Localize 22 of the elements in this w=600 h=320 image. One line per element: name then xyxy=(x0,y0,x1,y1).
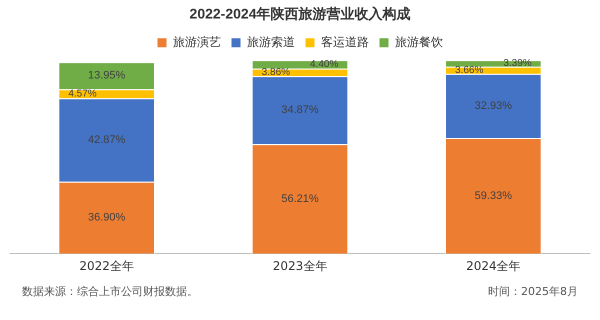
x-tick-label: 2023全年 xyxy=(272,258,328,273)
data-label: 13.95% xyxy=(88,70,126,82)
legend-label: 旅游餐饮 xyxy=(395,34,443,49)
data-label: 34.87% xyxy=(281,104,319,116)
data-label: 3.39% xyxy=(503,58,532,70)
chart-title: 2022-2024年陕西旅游营业收入构成 xyxy=(190,5,410,22)
data-label: 4.57% xyxy=(68,88,97,100)
legend-label: 客运道路 xyxy=(321,34,369,49)
data-label: 36.90% xyxy=(88,212,126,224)
data-label: 32.93% xyxy=(474,100,512,112)
data-label: 59.33% xyxy=(474,190,512,202)
data-label: 3.86% xyxy=(262,67,290,78)
data-label: 56.21% xyxy=(281,192,319,205)
legend-label: 旅游索道 xyxy=(247,34,295,49)
text: 时间：2025年8月 xyxy=(488,284,578,299)
data-label: 42.87% xyxy=(88,134,126,146)
data-label: 4.40% xyxy=(310,59,338,70)
data-label: 3.66% xyxy=(454,65,484,76)
legend-label: 旅游演艺 xyxy=(173,34,221,49)
x-tick-label: 2022全年 xyxy=(79,258,134,273)
x-tick-label: 2024全年 xyxy=(466,258,521,273)
source-note: 数据来源：综合上市公司财报数据。 xyxy=(22,284,198,299)
